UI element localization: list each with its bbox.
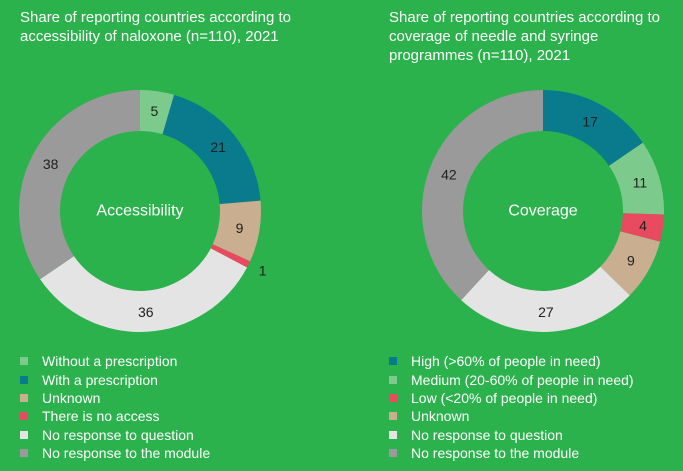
chart-title: Share of reporting countries according t…: [389, 9, 660, 64]
legend-label: Low (<20% of people in need): [411, 389, 598, 406]
donut-slice-with-a-prescription: [162, 94, 261, 205]
data-label-no-response-to-the-module: 38: [43, 156, 59, 172]
legend-item-medium-20-60-of-people-in-need: Medium (20-60% of people in need): [389, 370, 634, 388]
chart-legend: High (>60% of people in need) Medium (20-…: [389, 352, 634, 462]
legend-swatch: [20, 375, 28, 384]
data-label-low-20-of-people-in-need: 4: [639, 217, 647, 233]
legend-item-with-a-prescription: With a prescription: [20, 370, 210, 388]
legend-label: Unknown: [42, 389, 101, 406]
legend-label: No response to the module: [411, 445, 580, 462]
legend-swatch: [20, 393, 28, 402]
legend-label: Medium (20-60% of people in need): [411, 371, 634, 388]
donut-center-label: Coverage: [508, 203, 577, 220]
data-label-unknown: 9: [627, 253, 635, 269]
donut-slice-no-response-to-question: [40, 248, 248, 332]
data-label-there-is-no-access: 1: [259, 262, 267, 278]
legend-swatch: [20, 430, 28, 439]
legend-swatch: [389, 449, 397, 458]
donut-slice-without-a-prescription: [140, 90, 175, 135]
legend-swatch: [389, 357, 397, 366]
donut-slice-high-60-of-people-in-need: [543, 90, 643, 166]
donut-slice-unknown: [600, 231, 661, 296]
coverage-donut: 17 11 4 9 27 42 Coverage: [421, 89, 664, 332]
legend-item-no-response-to-question: No response to question: [389, 426, 634, 444]
donut-slice-there-is-no-access: [210, 244, 251, 268]
donut-center-label: Accessibility: [96, 203, 183, 220]
data-label-high-60-of-people-in-need: 17: [582, 114, 598, 130]
donut-slice-low-20-of-people-in-need: [620, 213, 664, 242]
legend-label: No response to question: [42, 426, 194, 443]
legend-item-unknown: Unknown: [389, 407, 634, 425]
legend-item-unknown: Unknown: [20, 389, 210, 407]
donut-slice-no-response-to-question: [461, 266, 630, 332]
legend-label: There is no access: [42, 408, 160, 425]
data-label-without-a-prescription: 5: [150, 103, 158, 119]
legend-item-high-60-of-people-in-need: High (>60% of people in need): [389, 352, 634, 370]
legend-item-no-response-to-the-module: No response to the module: [20, 444, 210, 462]
donut-slice-medium-20-60-of-people-in-need: [609, 142, 664, 215]
legend-item-without-a-prescription: Without a prescription: [20, 352, 210, 370]
legend-label: No response to the module: [42, 445, 211, 462]
legend-swatch: [389, 412, 397, 421]
donut-slice-unknown: [212, 200, 262, 262]
legend-swatch: [20, 357, 28, 366]
naloxone-accessibility-chart: Share of reporting countries according t…: [0, 0, 341, 471]
data-label-no-response-to-question: 36: [138, 304, 154, 320]
legend-label: No response to question: [411, 426, 563, 443]
legend-label: High (>60% of people in need): [411, 353, 601, 370]
data-label-no-response-to-the-module: 42: [441, 166, 457, 182]
accessibility-donut: 5 21 9 1 36 38 Accessibility: [18, 90, 267, 332]
nsp-coverage-chart: Share of reporting countries according t…: [372, 0, 683, 471]
data-label-with-a-prescription: 21: [210, 139, 226, 155]
chart-legend: Without a prescription With a prescriptio…: [20, 352, 210, 462]
donut-slice-no-response-to-the-module: [18, 90, 140, 280]
legend-item-no-response-to-the-module: No response to the module: [389, 444, 634, 462]
legend-swatch: [389, 375, 397, 384]
legend-item-there-is-no-access: There is no access: [20, 407, 210, 425]
data-label-no-response-to-question: 27: [538, 304, 554, 320]
legend-label: Without a prescription: [42, 353, 178, 370]
data-label-unknown: 9: [236, 220, 244, 236]
data-label-medium-20-60-of-people-in-need: 11: [633, 175, 648, 191]
legend-swatch: [20, 412, 28, 421]
legend-label: Unknown: [411, 408, 470, 425]
donut-slice-no-response-to-the-module: [421, 89, 543, 301]
legend-item-low-20-of-people-in-need: Low (<20% of people in need): [389, 389, 634, 407]
legend-swatch: [389, 430, 397, 439]
legend-item-no-response-to-question: No response to question: [20, 426, 210, 444]
legend-swatch: [20, 449, 28, 458]
legend-label: With a prescription: [42, 371, 158, 388]
legend-swatch: [389, 393, 397, 402]
chart-title: Share of reporting countries according t…: [20, 9, 291, 45]
